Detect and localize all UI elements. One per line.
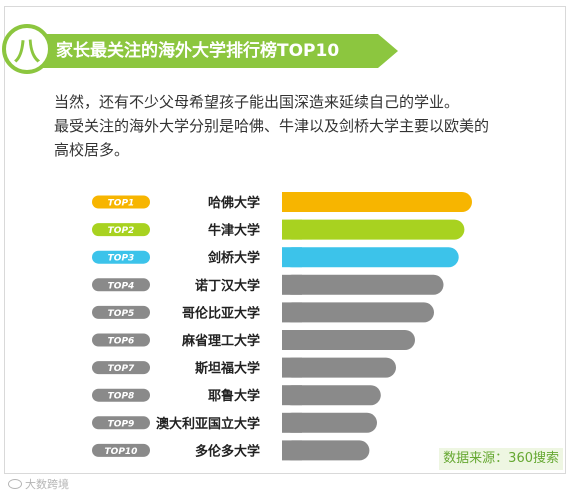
university-label: 澳大利亚国立大学 xyxy=(156,416,260,432)
rank-label: TOP10 xyxy=(105,447,138,457)
page-title: 家长最关注的海外大学排行榜TOP10 xyxy=(56,41,340,61)
ranking-bar-base xyxy=(282,247,302,268)
ranking-bar-base xyxy=(282,219,302,240)
rank-badge xyxy=(92,195,150,209)
ranking-bar-base xyxy=(282,412,302,433)
ranking-bar-base xyxy=(282,385,302,406)
ranking-bar xyxy=(282,412,377,433)
section-number-badge: 八 xyxy=(2,24,52,74)
rank-label: TOP5 xyxy=(108,309,135,319)
ranking-bar xyxy=(282,219,465,240)
rank-label: TOP4 xyxy=(108,281,135,291)
ranking-bar xyxy=(282,385,381,406)
ranking-bar-base xyxy=(282,274,302,295)
university-label: 牛津大学 xyxy=(208,223,260,239)
university-label: 哥伦比亚大学 xyxy=(182,305,260,321)
university-label: 剑桥大学 xyxy=(207,250,260,266)
rank-badge xyxy=(92,443,150,457)
ranking-bar-base xyxy=(282,440,302,461)
rank-badge xyxy=(92,333,150,347)
description-line: 最受关注的海外大学分别是哈佛、牛津以及剑桥大学主要以欧美的 xyxy=(54,117,490,135)
ranking-bar xyxy=(282,357,396,378)
watermark-text: 大数跨境 xyxy=(25,478,69,491)
university-label: 哈佛大学 xyxy=(208,195,260,211)
rank-label: TOP9 xyxy=(108,419,135,429)
ranking-bar xyxy=(282,440,370,461)
rank-label: TOP8 xyxy=(108,392,135,402)
university-label: 诺丁汉大学 xyxy=(195,278,260,294)
university-label: 斯坦福大学 xyxy=(195,361,260,377)
ranking-bar-base xyxy=(282,330,302,350)
university-label: 多伦多大学 xyxy=(195,443,260,459)
description-line: 高校居多。 xyxy=(54,141,130,159)
rank-badge xyxy=(92,388,150,402)
ranking-bar-base xyxy=(282,302,302,323)
rank-label: TOP7 xyxy=(108,364,135,374)
university-label: 麻省理工大学 xyxy=(181,333,260,349)
ranking-bar-base xyxy=(282,357,302,378)
rank-badge xyxy=(92,278,150,292)
ranking-bar xyxy=(282,330,415,350)
university-label: 耶鲁大学 xyxy=(208,388,260,404)
rank-label: TOP6 xyxy=(108,337,135,347)
data-source-label: 数据来源：360搜索 xyxy=(439,448,563,470)
description: 当然，还有不少父母希望孩子能出国深造来延续自己的学业。 最受关注的海外大学分别是… xyxy=(54,90,554,162)
rank-label: TOP2 xyxy=(108,226,135,236)
ranking-bar-base xyxy=(282,192,302,212)
rank-badge xyxy=(92,416,150,430)
rank-badge xyxy=(92,305,150,319)
rank-badge xyxy=(92,250,150,264)
title-banner xyxy=(38,34,398,68)
rank-label: TOP1 xyxy=(108,199,135,209)
ranking-bar xyxy=(282,274,444,295)
watermark: 大数跨境 xyxy=(8,476,69,492)
ranking-bar xyxy=(282,192,472,212)
ranking-bar xyxy=(282,302,434,323)
rank-label: TOP3 xyxy=(108,254,135,264)
section-number: 八 xyxy=(13,36,40,67)
description-line: 当然，还有不少父母希望孩子能出国深造来延续自己的学业。 xyxy=(54,93,460,111)
rank-badge xyxy=(92,361,150,375)
rank-badge xyxy=(92,223,150,237)
ranking-bar xyxy=(282,247,459,268)
watermark-logo-icon xyxy=(8,479,22,489)
